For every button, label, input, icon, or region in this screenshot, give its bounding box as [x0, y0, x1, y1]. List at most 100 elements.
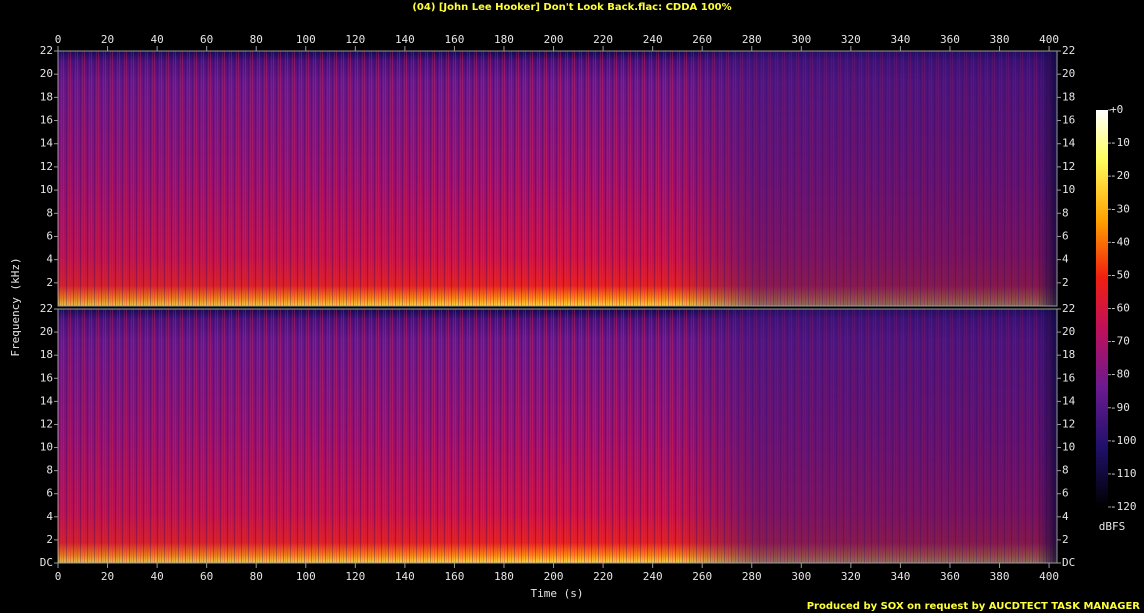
- x-axis-label: Time (s): [531, 587, 584, 600]
- x-tick-label: 180: [494, 570, 514, 583]
- y-tick-label-right: 6: [1062, 487, 1069, 500]
- y-tick-label-right: 2: [1062, 533, 1069, 546]
- x-tick-label: 140: [395, 570, 415, 583]
- y-tick-label: 10: [40, 183, 53, 196]
- x-tick-label: 380: [990, 570, 1010, 583]
- colorbar-tick-label: -50: [1110, 268, 1130, 281]
- y-tick-label: 4: [46, 253, 53, 266]
- x-tick-label-top: 180: [494, 33, 514, 46]
- y-tick-label-right: 22: [1062, 302, 1075, 315]
- x-tick-label-top: 300: [791, 33, 811, 46]
- title: (04) [John Lee Hooker] Don't Look Back.f…: [412, 2, 731, 13]
- frame: [57, 308, 1058, 564]
- x-tick-label-top: 240: [643, 33, 663, 46]
- x-tick-label: 300: [791, 570, 811, 583]
- x-tick-label: 360: [940, 570, 960, 583]
- spectrogram-bottom: [58, 309, 1057, 563]
- colorbar-label: dBFS: [1099, 520, 1126, 533]
- x-tick-label-top: 0: [55, 33, 62, 46]
- x-tick-label-top: 200: [544, 33, 564, 46]
- x-tick-label: 280: [742, 570, 762, 583]
- y-tick-label: 6: [46, 229, 53, 242]
- y-tick-label-right: 22: [1062, 44, 1075, 57]
- y-tick-label: 14: [40, 137, 54, 150]
- y-tick-label-right: 4: [1062, 253, 1069, 266]
- x-tick-label-top: 220: [593, 33, 613, 46]
- y-tick-label-right: 8: [1062, 464, 1069, 477]
- y-tick-label-right: 12: [1062, 160, 1075, 173]
- colorbar-tick-label: +0: [1110, 103, 1123, 116]
- x-tick-label: 0: [55, 570, 62, 583]
- colorbar-tick-label: -10: [1110, 136, 1130, 149]
- x-tick-label: 400: [1039, 570, 1059, 583]
- y-tick-label-right: 16: [1062, 114, 1075, 127]
- y-tick-label: 8: [46, 206, 53, 219]
- x-tick-label-top: 160: [444, 33, 464, 46]
- x-tick-label-top: 280: [742, 33, 762, 46]
- colorbar-tick-label: -110: [1110, 467, 1137, 480]
- colorbar-tick-label: -80: [1110, 368, 1130, 381]
- colorbar-tick-label: -30: [1110, 202, 1130, 215]
- x-tick-label: 200: [544, 570, 564, 583]
- footer: Produced by SOX on request by AUCDTECT T…: [807, 601, 1141, 612]
- y-tick-label: 4: [46, 510, 53, 523]
- y-tick-label-right: 4: [1062, 510, 1069, 523]
- x-tick-label: 100: [296, 570, 316, 583]
- colorbar-tick-label: -100: [1110, 434, 1137, 447]
- colorbar-tick-label: -40: [1110, 235, 1130, 248]
- y-tick-label: 8: [46, 464, 53, 477]
- y-tick-label-right: 20: [1062, 67, 1075, 80]
- x-tick-label-top: 260: [692, 33, 712, 46]
- y-tick-label: 18: [40, 348, 53, 361]
- colorbar-tick-label: -60: [1110, 302, 1130, 315]
- y-tick-label: DC: [40, 556, 53, 569]
- y-tick-label-right: 8: [1062, 206, 1069, 219]
- y-tick-label-right: 10: [1062, 441, 1075, 454]
- x-tick-label-top: 40: [150, 33, 163, 46]
- y-tick-label: 20: [40, 67, 53, 80]
- y-tick-label: 6: [46, 487, 53, 500]
- y-tick-label-right: 12: [1062, 417, 1075, 430]
- x-tick-label-top: 20: [101, 33, 114, 46]
- x-tick-label-top: 320: [841, 33, 861, 46]
- spectrogram-top: [58, 51, 1057, 306]
- x-tick-label: 40: [150, 570, 163, 583]
- x-tick-label: 220: [593, 570, 613, 583]
- colorbar: [1096, 110, 1108, 507]
- x-tick-label: 320: [841, 570, 861, 583]
- y-tick-label: 16: [40, 114, 53, 127]
- y-tick-label-right: DC: [1062, 556, 1075, 569]
- y-tick-label: 18: [40, 90, 53, 103]
- y-tick-label: 12: [40, 417, 53, 430]
- y-tick-label: 2: [46, 533, 53, 546]
- x-tick-label: 260: [692, 570, 712, 583]
- y-tick-label-right: 18: [1062, 90, 1075, 103]
- y-tick-label-right: 18: [1062, 348, 1075, 361]
- y-tick-label-right: 14: [1062, 137, 1076, 150]
- x-tick-label-top: 360: [940, 33, 960, 46]
- frame: [57, 50, 1058, 307]
- x-tick-label-top: 120: [345, 33, 365, 46]
- y-tick-label: 14: [40, 394, 54, 407]
- y-tick-label-right: 20: [1062, 325, 1075, 338]
- x-tick-label: 20: [101, 570, 114, 583]
- x-tick-label: 120: [345, 570, 365, 583]
- y-tick-label-right: 10: [1062, 183, 1075, 196]
- colorbar-tick-label: -90: [1110, 401, 1130, 414]
- y-tick-label-right: 14: [1062, 394, 1076, 407]
- x-tick-label-top: 340: [890, 33, 910, 46]
- y-tick-label: 22: [40, 44, 53, 57]
- y-tick-label: 16: [40, 371, 53, 384]
- x-tick-label-top: 100: [296, 33, 316, 46]
- x-tick-label: 340: [890, 570, 910, 583]
- x-tick-label-top: 400: [1039, 33, 1059, 46]
- y-tick-label: 12: [40, 160, 53, 173]
- colorbar-tick-label: -20: [1110, 169, 1130, 182]
- x-tick-label-top: 60: [200, 33, 213, 46]
- x-tick-label: 160: [444, 570, 464, 583]
- colorbar-tick-label: -70: [1110, 335, 1130, 348]
- x-tick-label: 80: [250, 570, 263, 583]
- y-tick-label-right: 16: [1062, 371, 1075, 384]
- y-axis-label: Frequency (kHz): [9, 257, 22, 356]
